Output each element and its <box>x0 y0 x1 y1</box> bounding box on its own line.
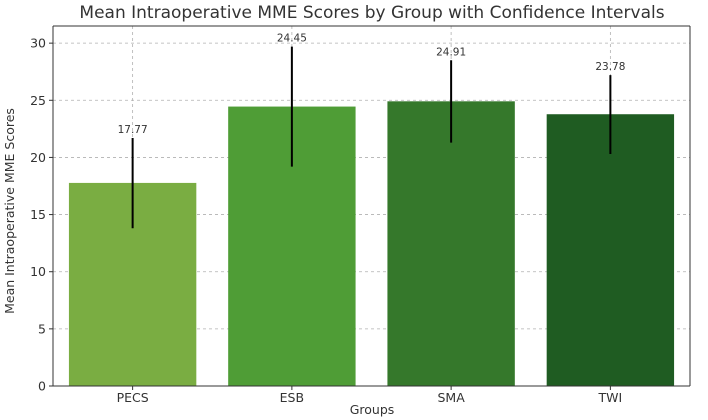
error-bars <box>131 46 612 229</box>
y-tick-label-30: 30 <box>30 36 46 51</box>
bars <box>68 101 675 387</box>
x-axis-ticks: PECS ESB SMA TWI <box>117 386 623 405</box>
x-tick-label-sma: SMA <box>437 390 465 405</box>
data-label-esb: 24.45 <box>277 33 307 45</box>
data-label-twi: 23.78 <box>595 61 625 73</box>
x-tick-label-esb: ESB <box>280 390 304 405</box>
x-axis-label: Groups <box>350 402 395 417</box>
x-tick-label-twi: TWI <box>598 390 623 405</box>
y-axis-ticks: 0 5 10 15 20 25 30 <box>30 36 53 394</box>
chart-title: Mean Intraoperative MME Scores by Group … <box>79 3 664 23</box>
y-tick-label-0: 0 <box>38 379 46 394</box>
y-tick-label-10: 10 <box>30 264 46 279</box>
y-tick-label-20: 20 <box>30 150 46 165</box>
data-labels: 17.77 24.45 24.91 23.78 <box>118 33 626 136</box>
data-label-pecs: 17.77 <box>118 124 148 136</box>
data-label-sma: 24.91 <box>436 46 466 58</box>
y-tick-label-15: 15 <box>30 207 46 222</box>
x-tick-label-pecs: PECS <box>117 390 149 405</box>
y-tick-label-25: 25 <box>30 93 46 108</box>
y-axis-label: Mean Intraoperative MME Scores <box>2 108 17 314</box>
bar-sma <box>387 101 515 387</box>
bar-twi <box>546 114 675 386</box>
axes <box>52 25 691 387</box>
y-tick-label-5: 5 <box>38 321 46 336</box>
